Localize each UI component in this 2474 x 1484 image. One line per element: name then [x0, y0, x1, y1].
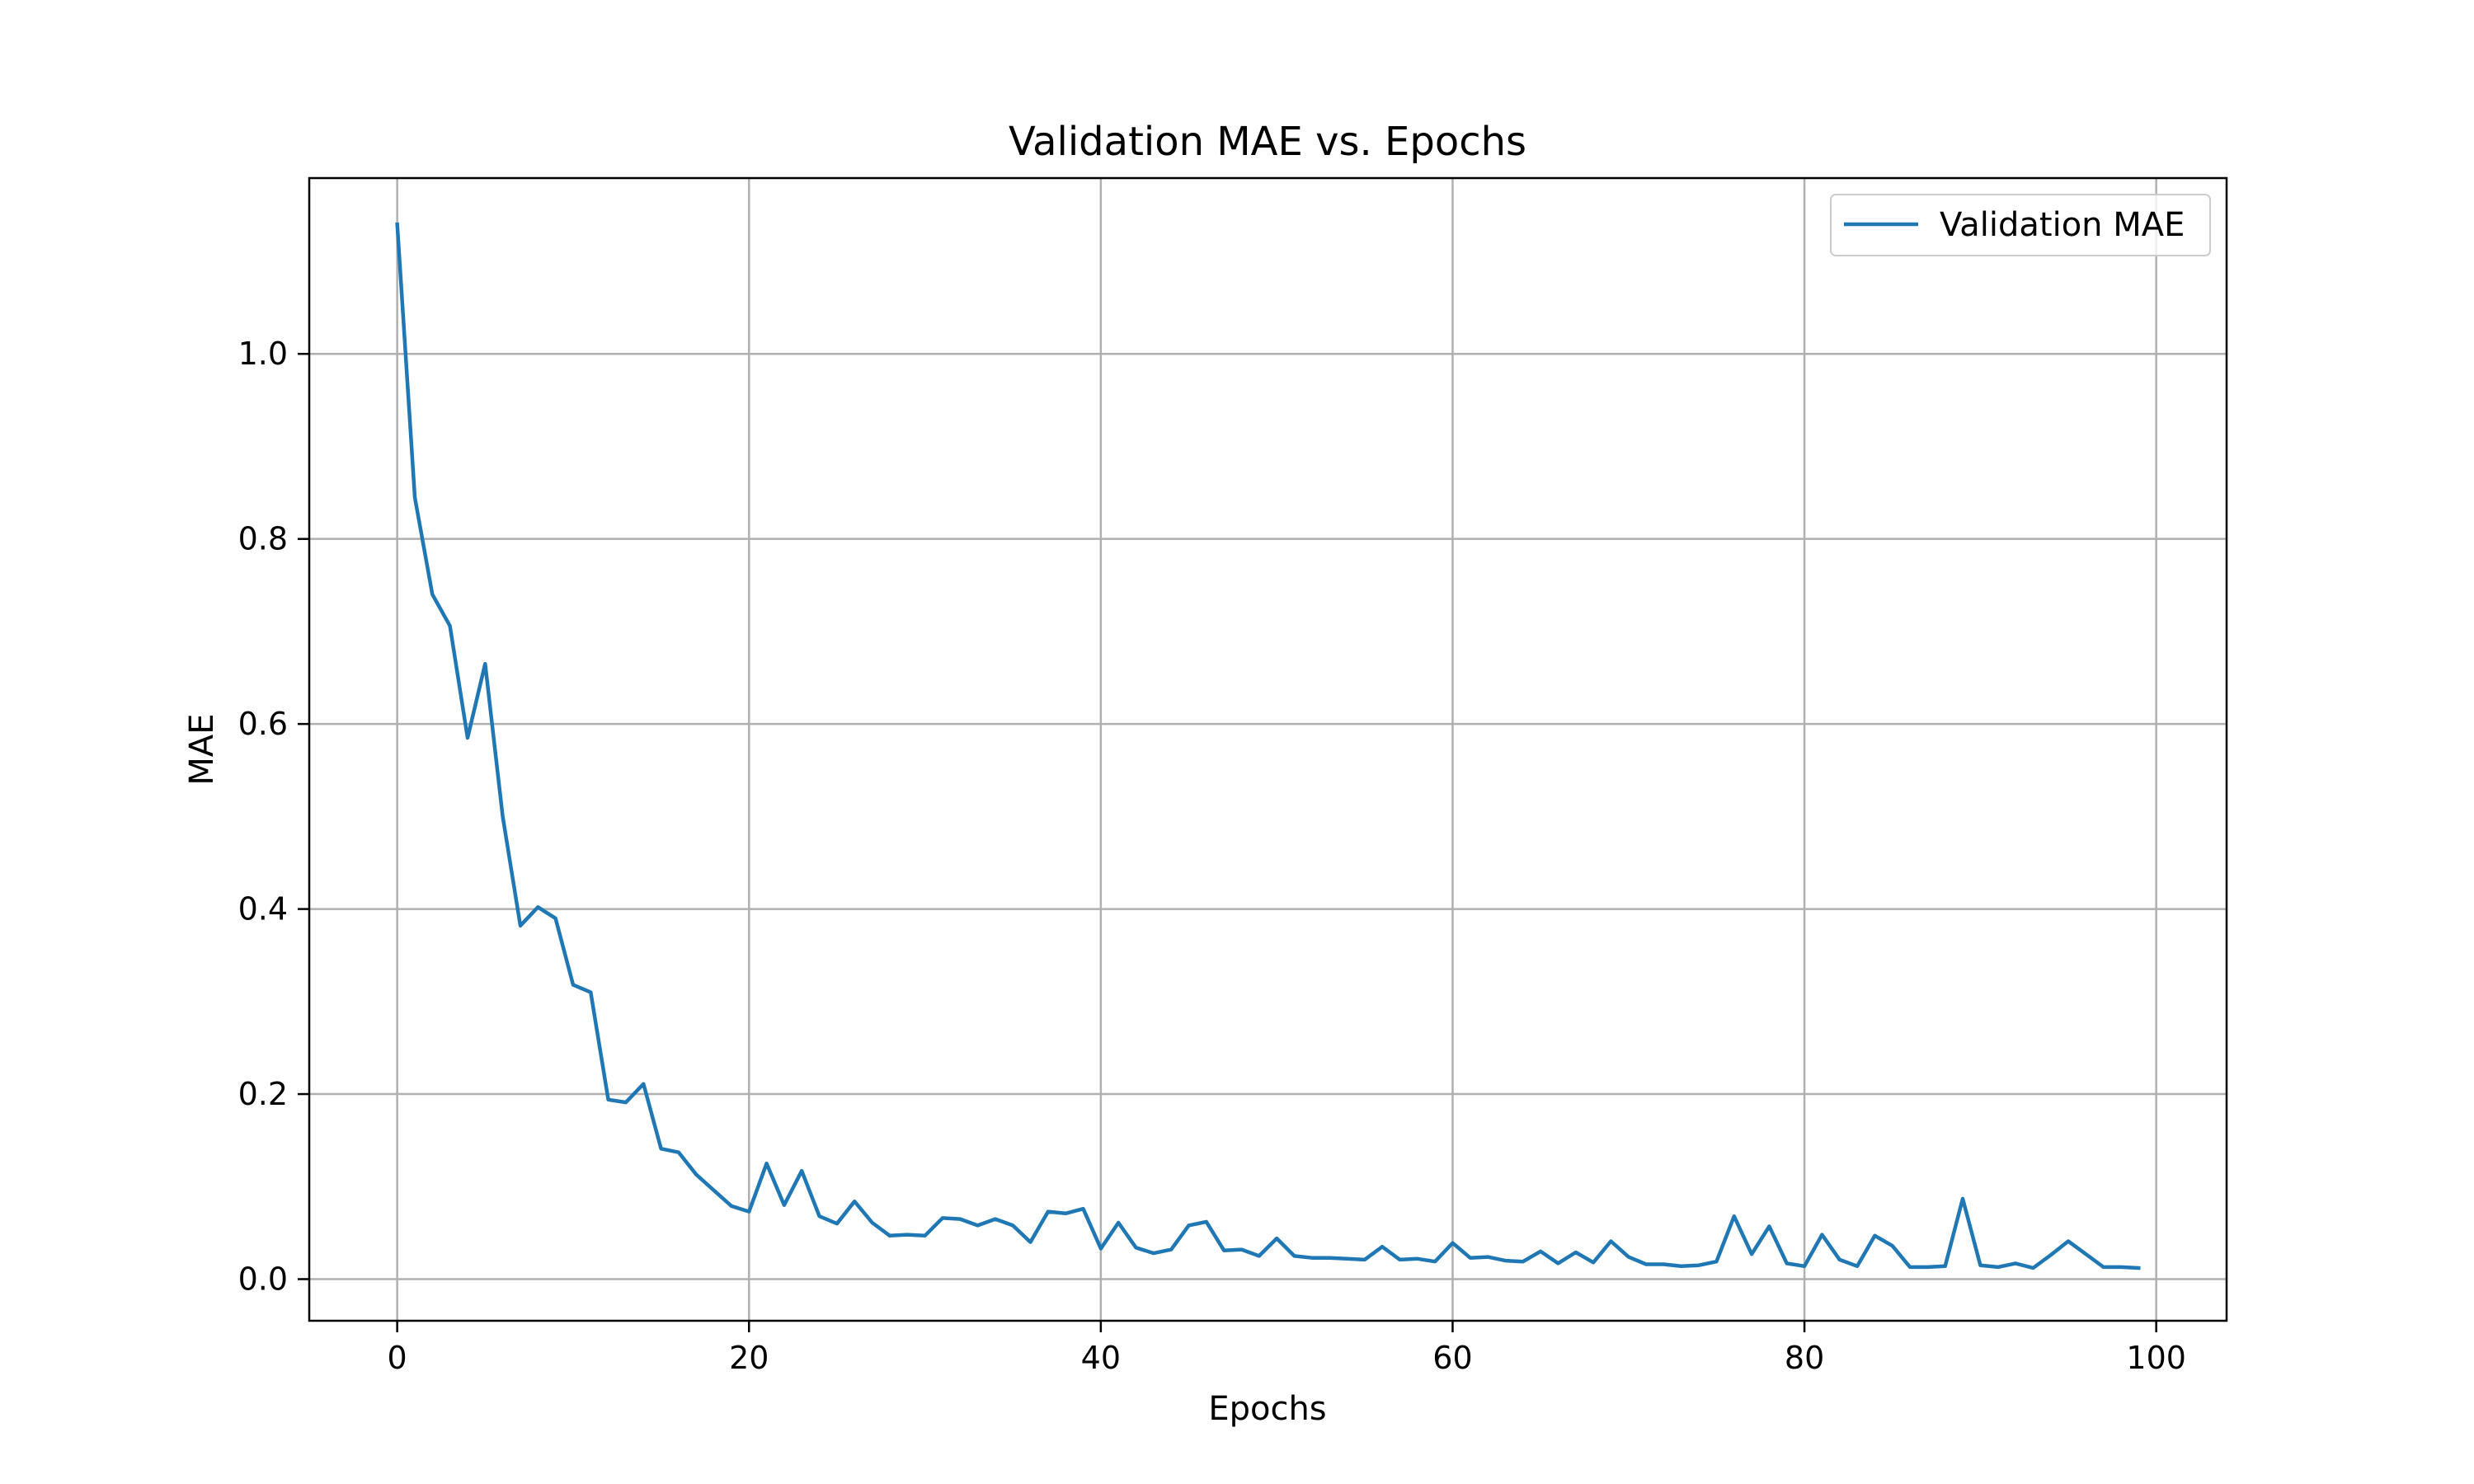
legend-label: Validation MAE	[1940, 206, 2185, 244]
grid-layer	[309, 178, 2227, 1321]
x-axis-label: Epochs	[1208, 1390, 1326, 1428]
y-tick-label: 0.0	[238, 1261, 288, 1297]
series-layer	[395, 222, 2141, 1270]
legend-box	[1830, 194, 2211, 256]
x-tick-label: 40	[1081, 1340, 1121, 1376]
plot-frame	[308, 176, 2228, 1322]
y-tick-label: 1.0	[238, 336, 288, 372]
ticks-layer: 0 20 40 60 80 100 0.0 0.2 0.4 0.6 0.8 1.0	[238, 336, 2186, 1376]
y-tick-label: 0.4	[238, 891, 288, 928]
x-tick-label: 100	[2126, 1340, 2186, 1376]
x-tick-label: 80	[1785, 1340, 1824, 1376]
y-tick-label: 0.8	[238, 521, 288, 557]
y-tick-label: 0.6	[238, 706, 288, 742]
series-line-0	[395, 222, 2141, 1270]
legend: Validation MAE	[1830, 194, 2211, 256]
chart-title: Validation MAE vs. Epochs	[1009, 119, 1526, 165]
y-axis-label: MAE	[183, 713, 221, 785]
x-tick-label: 20	[729, 1340, 769, 1376]
x-tick-label: 60	[1432, 1340, 1472, 1376]
y-tick-label: 0.2	[238, 1076, 288, 1112]
x-tick-label: 0	[388, 1340, 407, 1376]
